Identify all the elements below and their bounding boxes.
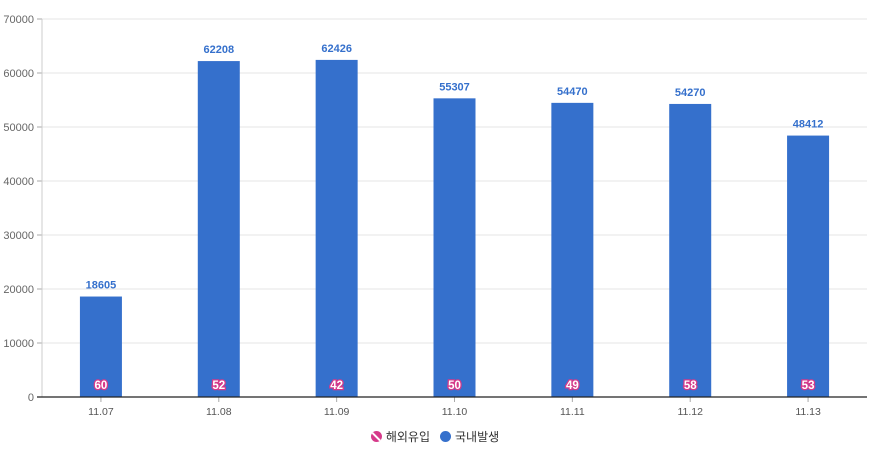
legend-label-domestic: 국내발생 xyxy=(455,430,500,444)
y-tick-label: 40000 xyxy=(3,176,34,188)
chart-legend: 해외유입 국내발생 xyxy=(0,428,870,445)
bar-domestic xyxy=(315,59,358,398)
y-tick-label: 30000 xyxy=(3,230,34,242)
data-label-overseas: 52 xyxy=(212,380,225,392)
legend-label-overseas: 해외유입 xyxy=(385,430,430,444)
data-label-domestic: 54470 xyxy=(557,86,588,98)
data-label-overseas: 60 xyxy=(95,380,108,392)
bar-domestic xyxy=(433,98,476,398)
legend-item-overseas[interactable]: 해외유입 xyxy=(370,428,430,445)
bar-domestic xyxy=(787,135,830,397)
x-tick-label: 11.11 xyxy=(560,406,585,418)
x-tick-label: 11.09 xyxy=(324,406,350,418)
y-tick-label: 60000 xyxy=(3,68,34,80)
x-tick-label: 11.08 xyxy=(206,406,232,418)
y-tick-label: 0 xyxy=(28,392,34,404)
y-tick-label: 70000 xyxy=(3,14,34,26)
data-label-overseas: 49 xyxy=(566,380,579,392)
x-tick-label: 11.10 xyxy=(442,406,468,418)
x-tick-label: 11.07 xyxy=(88,406,114,418)
y-tick-label: 20000 xyxy=(3,284,34,296)
data-label-domestic: 48412 xyxy=(793,119,824,131)
bar-domestic xyxy=(669,103,712,397)
overseas-legend-icon xyxy=(370,431,382,442)
data-label-domestic: 62208 xyxy=(203,44,234,56)
x-tick-label: 11.13 xyxy=(795,406,821,418)
data-label-domestic: 55307 xyxy=(439,81,470,93)
data-label-overseas: 42 xyxy=(330,380,343,392)
data-label-overseas: 50 xyxy=(448,380,461,392)
data-label-domestic: 18605 xyxy=(86,280,117,292)
data-label-domestic: 62426 xyxy=(321,43,352,55)
x-tick-label: 11.12 xyxy=(677,406,703,418)
domestic-legend-icon xyxy=(440,431,451,442)
bar-domestic xyxy=(79,296,122,397)
data-label-overseas: 58 xyxy=(684,380,697,392)
bar-domestic xyxy=(197,61,240,397)
y-tick-label: 50000 xyxy=(3,122,34,134)
y-tick-label: 10000 xyxy=(3,338,34,350)
bar-domestic xyxy=(551,102,594,397)
data-label-domestic: 54270 xyxy=(675,87,706,99)
legend-item-domestic[interactable]: 국내발생 xyxy=(440,428,499,445)
data-label-overseas: 53 xyxy=(802,380,815,392)
